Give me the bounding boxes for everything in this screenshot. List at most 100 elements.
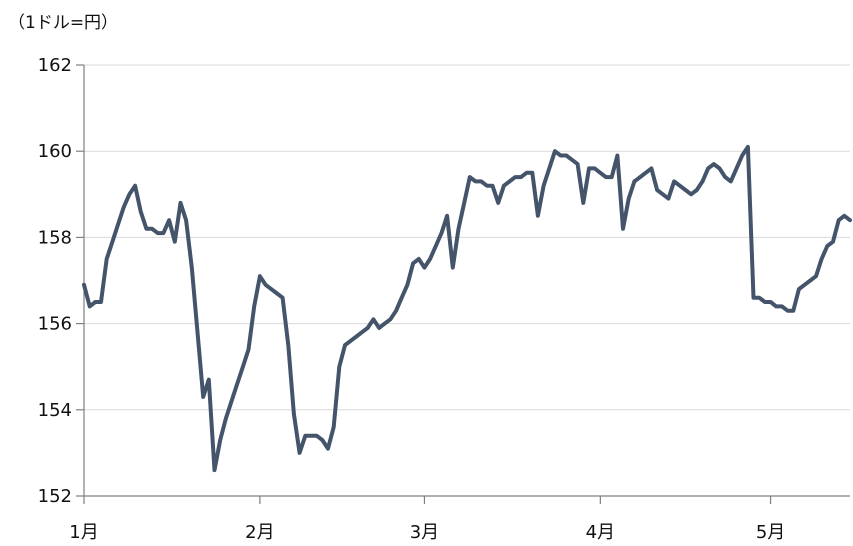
data-point: [88, 304, 92, 308]
data-point: [831, 240, 835, 244]
data-point: [780, 304, 784, 308]
y-tick-label: 156: [38, 314, 72, 335]
x-tick-label: 1月: [69, 522, 98, 543]
data-point: [462, 201, 466, 205]
data-point: [473, 179, 478, 183]
data-point: [190, 265, 194, 270]
data-point: [519, 175, 523, 179]
data-point: [156, 231, 160, 235]
data-point: [524, 171, 529, 175]
data-point: [235, 382, 239, 386]
data-point: [252, 304, 256, 308]
data-point: [184, 218, 188, 222]
data-point: [411, 261, 415, 265]
data-point: [570, 158, 574, 162]
data-point: [144, 227, 149, 231]
data-point: [706, 166, 710, 171]
data-point: [326, 446, 330, 451]
data-point: [428, 257, 432, 261]
data-point: [133, 184, 137, 188]
y-tick-label: 158: [38, 227, 72, 248]
data-point: [82, 283, 86, 287]
data-point: [513, 175, 517, 179]
data-point: [116, 222, 120, 227]
data-point: [456, 227, 461, 231]
data-point: [576, 162, 580, 166]
data-point: [445, 214, 449, 218]
series-line-usdjpy: [82, 144, 852, 473]
data-point: [485, 184, 489, 188]
data-point: [99, 300, 103, 304]
data-point: [434, 244, 438, 248]
data-point: [598, 171, 602, 175]
data-point: [263, 283, 268, 287]
data-point: [638, 175, 642, 179]
data-point: [695, 188, 699, 192]
data-point: [366, 326, 370, 330]
data-point: [280, 296, 285, 300]
data-point: [388, 317, 392, 321]
data-point: [275, 291, 279, 296]
data-point: [848, 218, 852, 222]
data-point: [678, 184, 682, 188]
data-point: [269, 287, 273, 291]
data-point: [218, 438, 222, 442]
data-point: [661, 192, 665, 196]
data-point: [315, 434, 319, 438]
data-point: [496, 201, 500, 205]
data-point: [507, 179, 512, 183]
data-point: [751, 296, 756, 300]
data-point: [479, 179, 483, 183]
data-point: [610, 175, 614, 179]
data-point: [757, 296, 761, 300]
data-point: [797, 287, 801, 291]
data-point: [150, 227, 154, 231]
data-point: [615, 153, 619, 158]
data-point: [229, 399, 234, 403]
data-point: [178, 201, 183, 205]
data-point: [246, 347, 251, 352]
data-point: [774, 304, 778, 308]
data-point: [729, 179, 733, 183]
y-tick-labels: 152 154 156 158 160 162: [38, 55, 72, 507]
data-point: [139, 209, 143, 214]
data-point: [195, 330, 200, 334]
data-point: [371, 317, 375, 321]
data-point: [161, 231, 166, 235]
data-point: [343, 343, 347, 347]
data-point: [502, 184, 506, 188]
data-point: [400, 296, 404, 300]
data-point: [360, 330, 364, 334]
data-point: [587, 166, 591, 171]
data-point: [581, 201, 585, 205]
data-point: [201, 395, 205, 399]
data-point: [632, 179, 636, 183]
data-point: [536, 214, 540, 218]
data-point: [627, 197, 631, 201]
data-point: [564, 153, 568, 158]
data-point: [763, 300, 767, 304]
data-point: [173, 240, 177, 244]
series-lines: [82, 144, 852, 473]
data-point: [547, 166, 551, 171]
data-point: [842, 214, 846, 218]
data-point: [405, 283, 410, 287]
data-point: [559, 153, 563, 158]
y-tick-label: 152: [38, 486, 72, 507]
data-point: [309, 434, 313, 438]
data-point: [122, 205, 126, 209]
data-point: [712, 162, 716, 166]
data-point: [258, 274, 262, 278]
data-point: [808, 278, 812, 283]
y-tick-label: 160: [38, 141, 72, 162]
data-point: [422, 265, 427, 270]
data-point: [644, 171, 648, 175]
x-tick-label: 4月: [586, 522, 615, 543]
y-tick-label: 154: [38, 400, 72, 421]
data-point: [298, 451, 302, 455]
data-point: [689, 192, 693, 196]
data-point: [530, 171, 534, 175]
data-point: [377, 326, 381, 330]
data-point: [417, 257, 421, 261]
